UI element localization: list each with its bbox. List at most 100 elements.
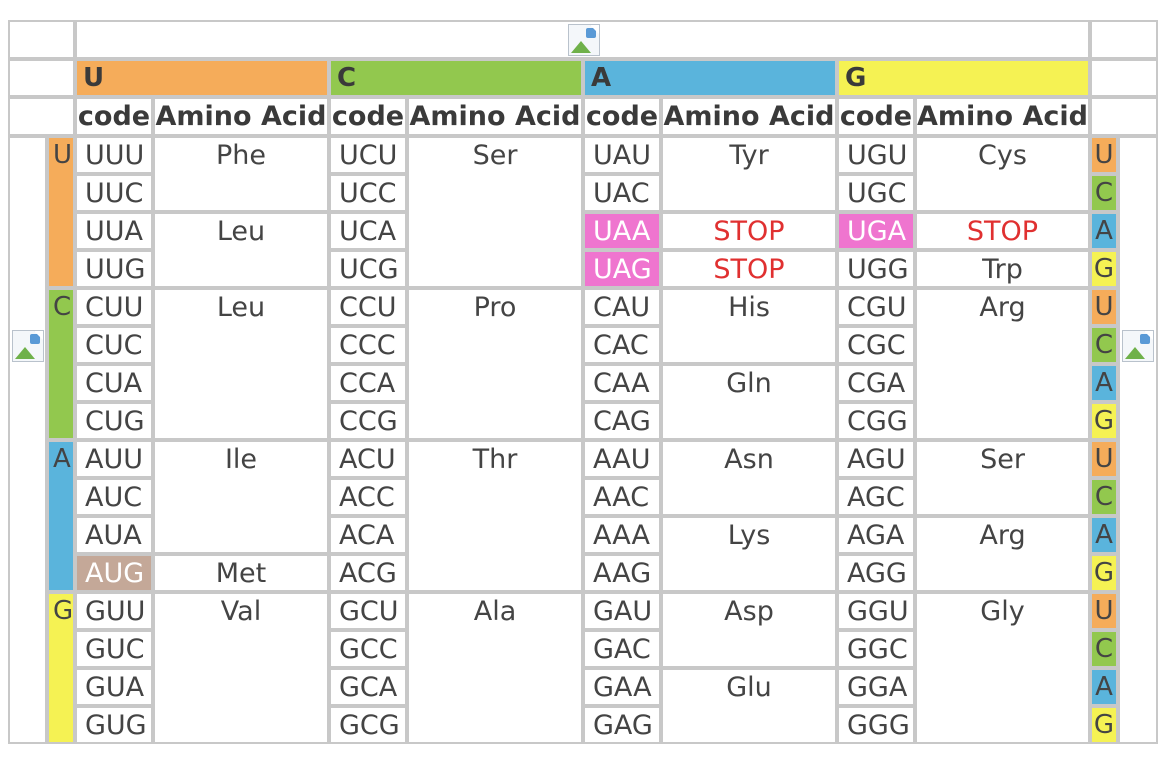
codon-cell-text: ACA bbox=[339, 519, 395, 551]
third-base-u: U bbox=[1090, 288, 1118, 326]
amino-acid-cell-text: Ile bbox=[224, 444, 258, 475]
codon-cell: GGU bbox=[837, 592, 915, 630]
amino-acid-cell-text: Leu bbox=[216, 292, 266, 323]
codon-cell: GGA bbox=[837, 668, 915, 706]
codon-cell-text: AGC bbox=[847, 481, 905, 513]
codon-cell-text: GCA bbox=[339, 671, 398, 703]
second-base-header-u-text: U bbox=[83, 63, 105, 93]
codon-cell-text: AAC bbox=[593, 481, 650, 513]
third-base-c: C bbox=[1090, 478, 1118, 516]
codon-cell-text: CCA bbox=[339, 367, 396, 399]
codon-cell-text: UUC bbox=[85, 177, 144, 209]
amino-acid-cell: Ser bbox=[915, 440, 1090, 516]
codon-cell: GAC bbox=[583, 630, 661, 668]
codon-cell-text: GAA bbox=[593, 671, 652, 703]
third-base-a: A bbox=[1090, 668, 1118, 706]
codon-cell: CGU bbox=[837, 288, 915, 326]
second-base-header-a-text: A bbox=[591, 63, 612, 93]
codon-cell: AGG bbox=[837, 554, 915, 592]
third-base-a: A bbox=[1090, 212, 1118, 250]
amino-acid-cell-text: Met bbox=[215, 558, 267, 589]
stop-label: STOP bbox=[915, 212, 1090, 250]
third-base-c-text: C bbox=[1094, 178, 1114, 208]
codon-cell: CCC bbox=[329, 326, 407, 364]
amino-acid-cell: Arg bbox=[915, 516, 1090, 592]
codon-cell-text: AGU bbox=[847, 443, 906, 475]
codon-cell: CAG bbox=[583, 402, 661, 440]
third-base-g-text: G bbox=[1093, 558, 1115, 588]
first-base-g-text: G bbox=[53, 596, 74, 626]
codon-cell-text: UGG bbox=[847, 253, 909, 285]
codon-cell: ACC bbox=[329, 478, 407, 516]
codon-cell: AAG bbox=[583, 554, 661, 592]
first-base-u-text: U bbox=[53, 140, 73, 170]
amino-acid-cell: Pro bbox=[407, 288, 583, 440]
codon-cell-text: AUC bbox=[85, 481, 143, 513]
codon-cell-text: GUG bbox=[85, 709, 147, 741]
codon-cell: CAU bbox=[583, 288, 661, 326]
third-base-a: A bbox=[1090, 516, 1118, 554]
codon-cell: GUU bbox=[75, 592, 153, 630]
codon-cell: CGC bbox=[837, 326, 915, 364]
amino-acid-cell-text: Ala bbox=[473, 596, 517, 627]
second-base-header-a: A bbox=[583, 59, 837, 97]
codon-cell-text: CCC bbox=[339, 329, 396, 361]
codon-cell-text: UCC bbox=[339, 177, 397, 209]
amino-acid-cell: His bbox=[661, 288, 837, 364]
third-base-g-text: G bbox=[1093, 254, 1115, 284]
amino-acid-column-header-text: Amino Acid bbox=[663, 101, 835, 132]
codon-cell: UUG bbox=[75, 250, 153, 288]
codon-cell: GGG bbox=[837, 706, 915, 744]
codon-cell: GUG bbox=[75, 706, 153, 744]
codon-cell-text: UAG bbox=[593, 253, 652, 285]
codon-cell-text: CGC bbox=[847, 329, 906, 361]
codon-cell: GCU bbox=[329, 592, 407, 630]
amino-acid-cell: Asp bbox=[661, 592, 837, 668]
amino-acid-column-header: Amino Acid bbox=[153, 97, 329, 136]
codon-cell-text: AUA bbox=[85, 519, 142, 551]
amino-acid-cell: Trp bbox=[915, 250, 1090, 288]
codon-cell-text: GAC bbox=[593, 633, 651, 665]
codon-cell-text: AUG bbox=[85, 557, 145, 589]
third-base-u: U bbox=[1090, 136, 1118, 174]
amino-acid-cell: Met bbox=[153, 554, 329, 592]
amino-acid-cell-text: Asp bbox=[724, 596, 774, 627]
third-base-a-text: A bbox=[1095, 520, 1113, 550]
codon-cell: AAU bbox=[583, 440, 661, 478]
codon-cell-text: ACU bbox=[339, 443, 396, 475]
codon-cell: UCU bbox=[329, 136, 407, 174]
amino-acid-cell-text: Lys bbox=[727, 520, 771, 551]
codon-cell: UAG bbox=[583, 250, 661, 288]
codon-cell-text: GAU bbox=[593, 595, 653, 627]
codon-cell-text: AAA bbox=[593, 519, 650, 551]
codon-cell: GUC bbox=[75, 630, 153, 668]
codon-cell-text: UCA bbox=[339, 215, 397, 247]
codon-cell-text: UAC bbox=[593, 177, 650, 209]
codon-cell: CCU bbox=[329, 288, 407, 326]
codon-cell: UAA bbox=[583, 212, 661, 250]
amino-acid-column-header-text: Amino Acid bbox=[155, 101, 327, 132]
amino-acid-cell-text: Pro bbox=[473, 292, 517, 323]
amino-acid-cell: Glu bbox=[661, 668, 837, 744]
third-base-u-text: U bbox=[1094, 292, 1114, 322]
codon-cell-text: AGG bbox=[847, 557, 907, 589]
codon-cell-text: GCG bbox=[339, 709, 400, 741]
stop-label-text: STOP bbox=[966, 216, 1039, 247]
codon-cell-text: UUG bbox=[85, 253, 146, 285]
codon-cell: ACU bbox=[329, 440, 407, 478]
first-base-c: C bbox=[47, 288, 75, 440]
codon-cell: AUC bbox=[75, 478, 153, 516]
third-base-a-text: A bbox=[1095, 672, 1113, 702]
codon-cell-text: AAU bbox=[593, 443, 651, 475]
codon-cell-text: AAG bbox=[593, 557, 652, 589]
codon-cell-text: CAC bbox=[593, 329, 649, 361]
amino-acid-cell-text: Phe bbox=[215, 140, 266, 171]
codon-cell: CAA bbox=[583, 364, 661, 402]
left-side-image-icon bbox=[12, 330, 44, 362]
third-base-c: C bbox=[1090, 630, 1118, 668]
codon-cell-text: CUC bbox=[85, 329, 143, 361]
codon-cell: GCA bbox=[329, 668, 407, 706]
third-base-c: C bbox=[1090, 326, 1118, 364]
codon-cell-text: GUA bbox=[85, 671, 145, 703]
codon-cell: UGG bbox=[837, 250, 915, 288]
